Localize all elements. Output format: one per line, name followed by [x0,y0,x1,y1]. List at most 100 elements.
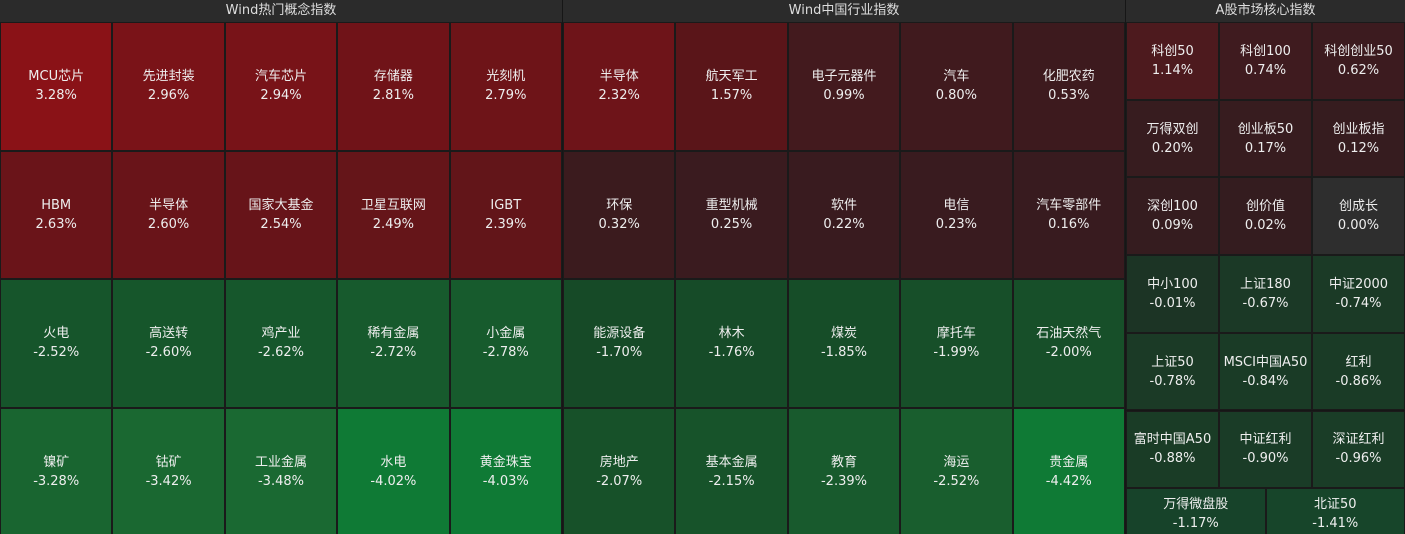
tile-name: 重型机械 [705,197,758,213]
tile-change: -0.96% [1335,451,1382,467]
tile-change: 0.02% [1244,218,1287,234]
tile-change: -0.01% [1149,295,1196,311]
tile-change: -1.70% [596,345,643,361]
tile-name: 创业板指 [1332,121,1385,137]
tile-name: 汽车芯片 [254,69,307,85]
tile-change: -4.03% [482,473,529,489]
tile-change: -4.42% [1045,473,1092,489]
tile: 富时中国A50 -0.88% [1126,410,1219,489]
tile: HBM 2.63% [0,150,113,279]
tile-change: 2.79% [485,88,527,104]
tile-name: 贵金属 [1049,454,1089,470]
tile-name: 稀有金属 [367,326,420,342]
tile-change: 2.32% [598,88,640,104]
tile-name: HBM [41,197,72,213]
tile-name: 中证2000 [1328,276,1389,292]
tile-change: -2.00% [1045,345,1092,361]
tile: 鸡产业 -2.62% [224,279,338,408]
tile-name: 基本金属 [705,454,758,470]
tile: 贵金属 -4.42% [1012,407,1125,534]
panel: Wind热门概念指数 MCU芯片 3.28% 先进封装 2.96% 汽车芯片 2.94% 存储… [0,0,562,534]
tile: 能源设备 -1.70% [563,279,676,408]
tile-name: 教育 [830,454,857,470]
tile-name: 科创创业50 [1324,43,1393,59]
tile: 汽车 0.80% [900,22,1013,151]
tile-name: 煤炭 [830,326,857,342]
tile-change: -2.15% [708,473,755,489]
tile-change: -3.28% [33,473,80,489]
tile-change: -2.78% [482,345,529,361]
tile: 上证180 -0.67% [1219,255,1312,333]
tile-change: 0.80% [935,88,978,104]
tile: 中证2000 -0.74% [1312,255,1405,333]
tile-name: 科创100 [1240,43,1291,59]
tile-change: 2.54% [260,216,302,232]
tile-name: 高送转 [149,326,189,342]
tile: 镍矿 -3.28% [0,407,113,534]
tile-change: 2.96% [147,88,190,104]
tile: 创成长 0.00% [1312,177,1405,256]
tile-change: 0.53% [1048,88,1090,104]
tile: 火电 -2.52% [0,279,113,408]
tile: 航天军工 1.57% [675,22,788,151]
tile: 汽车芯片 2.94% [224,22,338,151]
tile: 环保 0.32% [563,150,676,279]
tile: 先进封装 2.96% [112,22,225,151]
tile-name: 鸡产业 [261,326,301,342]
tile-name: 电子元器件 [811,69,877,85]
tile: 创业板指 0.12% [1312,99,1405,178]
tile-change: 0.00% [1337,218,1380,234]
tile: 工业金属 -3.48% [224,407,338,534]
tile-name: 创价值 [1245,199,1285,215]
tile: 软件 0.22% [787,150,901,279]
tile: 化肥农药 0.53% [1012,22,1125,151]
tile-change: 2.49% [372,216,415,232]
tile-name: 镍矿 [43,454,70,470]
tile-change: 0.12% [1337,140,1380,156]
tile: 存储器 2.81% [337,22,450,151]
tile: 房地产 -2.07% [563,407,676,534]
tile-change: -0.78% [1149,373,1196,389]
tile-change: 1.57% [710,88,753,104]
tile: 创价值 0.02% [1219,177,1312,256]
tile: 中证红利 -0.90% [1219,410,1312,489]
tile-name: 黄金珠宝 [479,454,532,470]
tile-change: -1.41% [1312,516,1359,532]
tile-change: 0.99% [823,88,865,104]
tile: 稀有金属 -2.72% [337,279,450,408]
panel-title: A股市场核心指数 [1126,0,1405,22]
tile-change: 3.28% [35,88,77,104]
tile-name: 存储器 [373,69,413,85]
tile-name: 石油天然气 [1036,326,1102,342]
tile-change: -0.86% [1335,373,1382,389]
tile-name: 万得微盘股 [1163,497,1229,513]
tile-change: 0.74% [1244,62,1287,78]
tile-name: 海运 [943,454,970,470]
tile: 科创50 1.14% [1126,22,1219,100]
tile-name: 中小100 [1147,276,1198,292]
tile: 深创100 0.09% [1126,177,1219,256]
tile-name: IGBT [490,197,522,213]
tile: 电信 0.23% [900,150,1013,279]
tile: IGBT 2.39% [449,150,562,279]
tile-name: 创成长 [1338,199,1378,215]
tile-change: -2.52% [33,345,80,361]
tile-change: 0.09% [1151,218,1194,234]
tile-name: 红利 [1345,354,1372,370]
tile-name: MSCI中国A50 [1223,354,1308,370]
tile-change: -1.99% [933,345,980,361]
tile-name: 汽车 [943,69,970,85]
tile: 科创创业50 0.62% [1312,22,1405,100]
tile-change: -0.74% [1335,295,1382,311]
tile-name: 国家大基金 [248,197,314,213]
tile: 上证50 -0.78% [1126,332,1219,411]
tile: 海运 -2.52% [900,407,1013,534]
tile-change: 2.81% [372,88,415,104]
tile-change: -1.17% [1172,516,1219,532]
tile-change: -2.07% [596,473,643,489]
tile: 黄金珠宝 -4.03% [449,407,562,534]
tile-name: 科创50 [1151,43,1194,59]
tile-change: 0.16% [1048,216,1090,232]
tile: 国家大基金 2.54% [224,150,338,279]
tile: 红利 -0.86% [1312,332,1405,411]
